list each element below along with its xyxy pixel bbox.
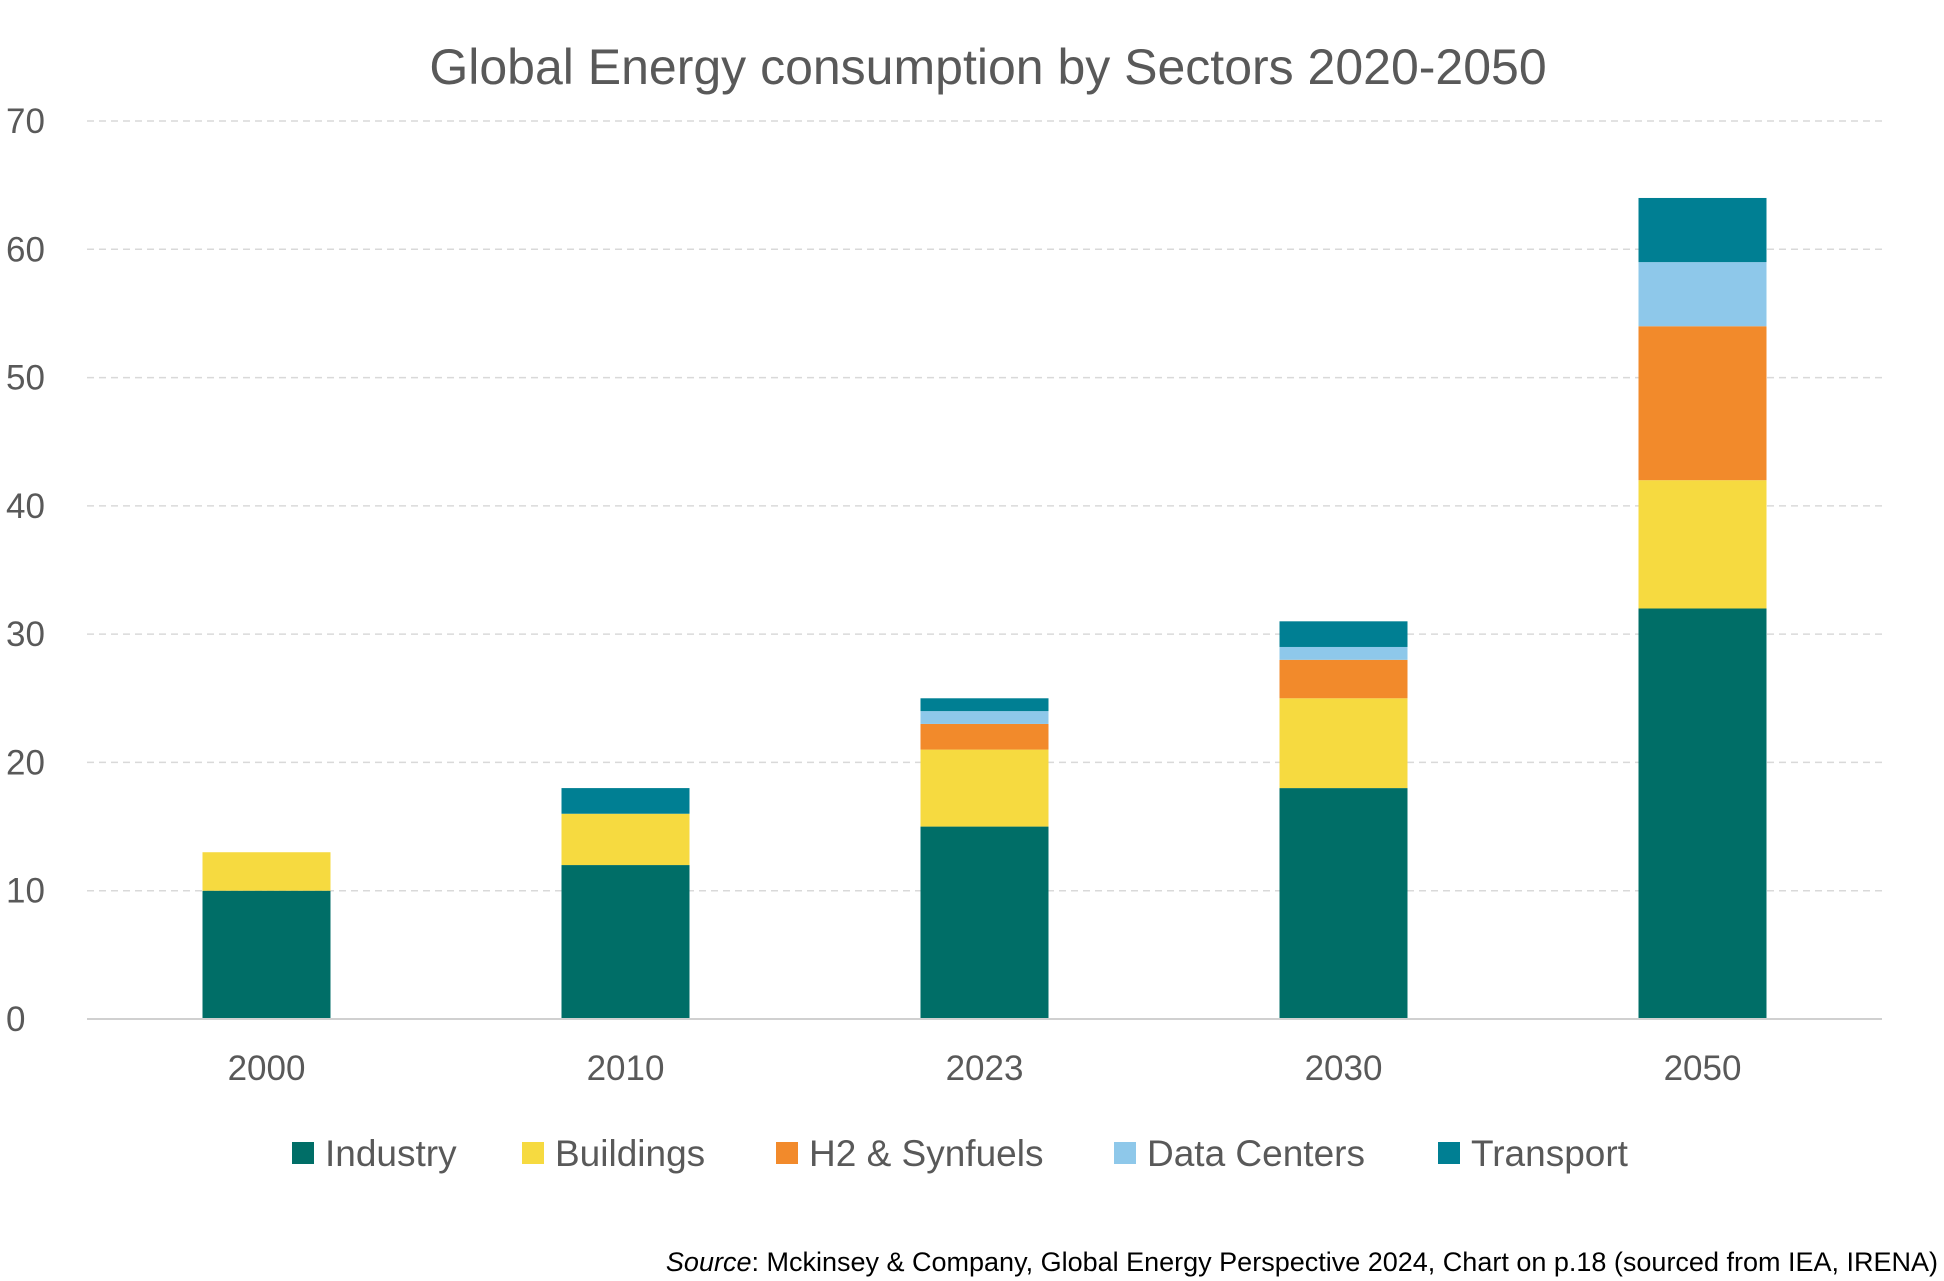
x-tick-label: 2030 — [1305, 1049, 1383, 1088]
y-tick-label: 20 — [6, 743, 45, 782]
legend-item: Industry — [292, 1133, 457, 1174]
legend-label: Industry — [325, 1133, 457, 1174]
source-note: Source: Mckinsey & Company, Global Energ… — [666, 1247, 1938, 1277]
x-axis-ticks: 2000 2010 2023 2030 2050 — [228, 1049, 1742, 1088]
legend-label: Transport — [1471, 1133, 1629, 1174]
bar-h2-synfuels-2050 — [1638, 326, 1767, 481]
legend-swatch — [292, 1142, 314, 1164]
bar-transport-2050 — [1638, 197, 1767, 263]
source-label: Source — [666, 1247, 752, 1277]
legend: Industry Buildings H2 & Synfuels Data Cente… — [292, 1133, 1629, 1174]
bar-transport-2010 — [561, 788, 690, 814]
y-axis-ticks: 0 10 20 30 40 50 60 70 — [6, 102, 45, 1039]
bar-transport-2023 — [920, 698, 1049, 712]
legend-item: H2 & Synfuels — [776, 1133, 1043, 1174]
legend-item: Data Centers — [1114, 1133, 1365, 1174]
bars — [202, 197, 1767, 1019]
bar-buildings-2000 — [202, 852, 331, 891]
bar-data-centers-2030 — [1279, 646, 1408, 660]
y-tick-label: 0 — [6, 1000, 25, 1039]
chart-title: Global Energy consumption by Sectors 202… — [429, 39, 1546, 95]
bar-industry-2010 — [561, 865, 690, 1019]
bar-buildings-2030 — [1279, 698, 1408, 789]
y-tick-label: 50 — [6, 359, 45, 398]
legend-swatch — [1438, 1142, 1460, 1164]
bar-industry-2000 — [202, 890, 331, 1019]
x-tick-label: 2023 — [946, 1049, 1024, 1088]
legend-swatch — [522, 1142, 544, 1164]
legend-swatch — [776, 1142, 798, 1164]
bar-h2-synfuels-2030 — [1279, 659, 1408, 699]
legend-swatch — [1114, 1142, 1136, 1164]
y-tick-label: 10 — [6, 872, 45, 911]
legend-label: Data Centers — [1147, 1133, 1365, 1174]
bar-data-centers-2023 — [920, 711, 1049, 724]
bar-data-centers-2050 — [1638, 262, 1767, 327]
bar-buildings-2010 — [561, 813, 690, 866]
y-tick-label: 70 — [6, 102, 45, 141]
y-tick-label: 40 — [6, 487, 45, 526]
x-tick-label: 2050 — [1664, 1049, 1742, 1088]
legend-item: Transport — [1438, 1133, 1629, 1174]
bar-buildings-2023 — [920, 749, 1049, 827]
x-tick-label: 2010 — [587, 1049, 665, 1088]
bar-industry-2050 — [1638, 608, 1767, 1019]
bar-transport-2030 — [1279, 621, 1408, 647]
bar-industry-2023 — [920, 826, 1049, 1019]
bar-h2-synfuels-2023 — [920, 723, 1049, 750]
source-text: : Mckinsey & Company, Global Energy Pers… — [751, 1247, 1938, 1277]
legend-label: H2 & Synfuels — [809, 1133, 1043, 1174]
y-tick-label: 30 — [6, 615, 45, 654]
legend-item: Buildings — [522, 1133, 705, 1174]
y-tick-label: 60 — [6, 230, 45, 269]
bar-buildings-2050 — [1638, 480, 1767, 609]
legend-label: Buildings — [555, 1133, 705, 1174]
bar-industry-2030 — [1279, 788, 1408, 1019]
x-tick-label: 2000 — [228, 1049, 306, 1088]
